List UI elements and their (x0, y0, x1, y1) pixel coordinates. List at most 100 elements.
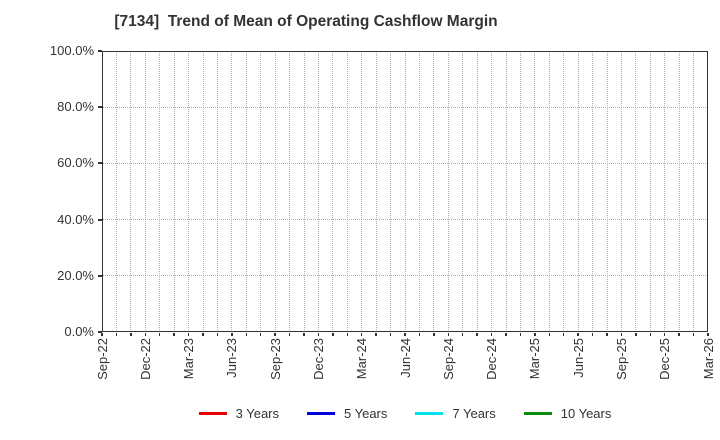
x-gridline (606, 51, 608, 332)
chart-legend: 3 Years 5 Years 7 Years 10 Years (102, 403, 708, 423)
x-gridline (130, 51, 132, 332)
x-tick (418, 332, 421, 336)
x-tick (389, 332, 392, 336)
x-gridline (303, 51, 305, 332)
x-tick-label: Mar-23 (181, 338, 197, 380)
legend-line-swatch (523, 411, 552, 415)
x-gridline (332, 51, 334, 332)
x-tick-label: Sep-25 (613, 338, 629, 380)
x-tick (144, 332, 147, 336)
plot-area (102, 51, 708, 332)
x-tick-label: Mar-26 (700, 338, 716, 380)
x-gridline (534, 51, 536, 332)
x-gridline (563, 51, 565, 332)
x-gridline (390, 51, 392, 332)
x-gridline (418, 51, 420, 332)
x-gridline (115, 51, 117, 332)
x-tick (620, 332, 623, 336)
x-tick (519, 332, 522, 336)
y-tick-label: 0.0% (64, 324, 94, 339)
x-tick (231, 332, 233, 336)
x-gridline (505, 51, 507, 332)
x-gridline (404, 51, 406, 332)
x-gridline (664, 51, 666, 332)
x-tick-label: Sep-22 (94, 338, 110, 380)
x-tick (245, 332, 248, 336)
y-tick-label: 20.0% (57, 267, 94, 283)
x-tick (259, 332, 262, 336)
y-tick (98, 218, 102, 221)
x-gridline (173, 51, 175, 332)
x-tick (317, 332, 320, 336)
legend-line-swatch (198, 411, 227, 415)
y-tick (98, 106, 102, 109)
x-gridline (317, 51, 319, 332)
legend-item: 10 Years (523, 406, 611, 421)
x-tick (173, 332, 175, 336)
y-tick-label: 40.0% (57, 211, 94, 227)
legend-label: 7 Years (452, 405, 496, 421)
x-gridline (476, 51, 478, 332)
x-gridline (274, 51, 276, 332)
x-gridline (635, 51, 637, 332)
x-gridline (649, 51, 651, 332)
x-tick (476, 332, 478, 336)
x-tick (591, 332, 594, 336)
x-gridline (577, 51, 579, 332)
x-tick (130, 332, 132, 336)
x-tick (360, 332, 363, 336)
x-tick-label: Jun-25 (570, 338, 586, 378)
x-gridline (548, 51, 550, 332)
x-tick-label: Dec-25 (657, 338, 673, 380)
x-tick (404, 332, 406, 336)
legend-label: 5 Years (344, 405, 388, 421)
x-gridline (289, 51, 291, 332)
x-tick (534, 332, 536, 336)
x-tick (505, 332, 507, 336)
x-gridline (216, 51, 218, 332)
x-gridline (592, 51, 594, 332)
x-tick-label: Sep-24 (440, 338, 456, 380)
x-gridline (361, 51, 363, 332)
x-tick (548, 332, 551, 336)
x-gridline (447, 51, 449, 332)
x-gridline (188, 51, 190, 332)
x-tick (447, 332, 450, 336)
x-tick (288, 332, 291, 336)
x-tick (303, 332, 305, 336)
x-gridline (620, 51, 622, 332)
legend-line-swatch (415, 411, 444, 415)
x-tick (606, 332, 608, 336)
x-tick-label: Dec-24 (484, 338, 500, 380)
y-tick (98, 274, 102, 277)
x-tick-label: Dec-23 (310, 338, 326, 380)
x-tick-label: Jun-23 (224, 338, 240, 378)
x-gridline (462, 51, 464, 332)
legend-line-swatch (307, 411, 335, 415)
x-gridline (519, 51, 521, 332)
y-tick-label: 80.0% (57, 99, 94, 115)
y-tick-label: 60.0% (57, 155, 94, 171)
x-tick (577, 332, 579, 336)
x-tick (562, 332, 565, 336)
x-tick (678, 332, 680, 336)
x-tick (663, 332, 666, 336)
x-gridline (231, 51, 233, 332)
x-tick (216, 332, 219, 336)
x-tick (433, 332, 435, 336)
x-tick (490, 332, 493, 336)
x-tick (202, 332, 204, 336)
chart-title: [7134] Trend of Mean of Operating Cashfl… (114, 13, 498, 30)
x-tick-label: Mar-25 (527, 338, 543, 380)
x-gridline (245, 51, 247, 332)
legend-item: 3 Years (198, 405, 279, 421)
y-tick (98, 162, 102, 165)
x-gridline (491, 51, 493, 332)
legend-label: 3 Years (235, 405, 279, 421)
y-tick (98, 331, 102, 333)
x-tick-label: Sep-23 (267, 338, 283, 380)
x-tick (332, 332, 334, 336)
x-gridline (693, 51, 695, 332)
x-tick (635, 332, 637, 336)
x-gridline (375, 51, 377, 332)
